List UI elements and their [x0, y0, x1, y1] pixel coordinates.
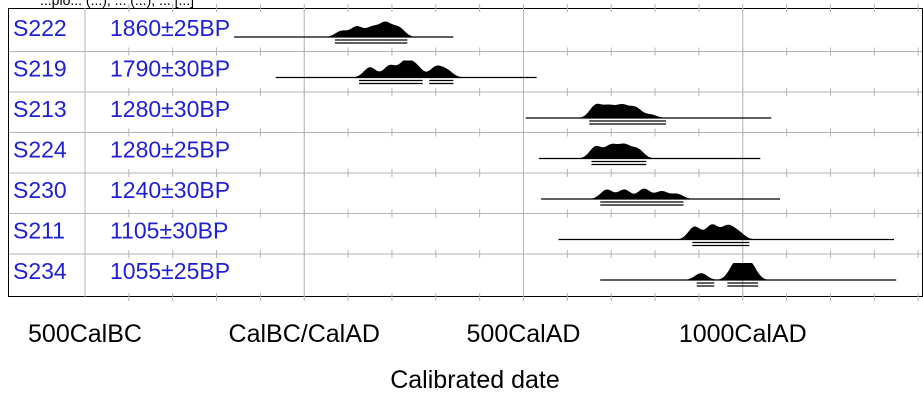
row-s219: S219 1790±30BP: [13, 56, 537, 85]
sample-age-label: 1280±25BP: [110, 137, 230, 163]
sample-id-label: S230: [13, 177, 67, 203]
sample-age-label: 1055±25BP: [110, 258, 230, 284]
probability-distribution: [538, 143, 761, 159]
probability-distribution: [525, 103, 772, 118]
x-tick-label: CalBC/CalAD: [229, 320, 380, 348]
row-s211: S211 1105±30BP: [13, 218, 895, 247]
probability-distribution: [558, 224, 894, 240]
probability-distribution: [275, 60, 537, 78]
sample-id-label: S224: [13, 137, 67, 163]
x-tick-label: 1000CalAD: [679, 320, 807, 348]
sample-id-label: S222: [13, 15, 67, 41]
sample-id-label: S234: [13, 258, 67, 284]
probability-distribution: [541, 188, 780, 199]
sample-id-label: S211: [13, 218, 65, 244]
sample-age-label: 1105±30BP: [110, 218, 228, 244]
x-axis-title: Calibrated date: [390, 366, 560, 394]
sample-age-label: 1280±30BP: [110, 96, 230, 122]
x-tick-label: 500CalAD: [467, 320, 581, 348]
grid-layer: [9, 4, 922, 301]
sample-age-label: 1790±30BP: [110, 56, 230, 82]
sample-age-label: 1240±30BP: [110, 177, 230, 203]
row-s213: S213 1280±30BP: [13, 96, 772, 125]
row-s224: S224 1280±25BP: [13, 137, 761, 166]
probability-distribution: [600, 263, 897, 280]
row-s230: S230 1240±30BP: [13, 177, 781, 206]
row-s234: S234 1055±25BP: [13, 258, 897, 287]
x-tick-label: 500CalBC: [28, 320, 142, 348]
probability-distribution: [234, 21, 454, 37]
row-s222: S222 1860±25BP: [13, 15, 454, 44]
chart-header-text: ...plo... (...), ... (...), ... [...]: [40, 0, 194, 8]
sample-age-label: 1860±25BP: [110, 15, 230, 41]
x-axis: 500CalBC CalBC/CalAD 500CalAD 1000CalAD: [28, 320, 807, 348]
sample-id-label: S219: [13, 56, 67, 82]
sample-id-label: S213: [13, 96, 67, 122]
